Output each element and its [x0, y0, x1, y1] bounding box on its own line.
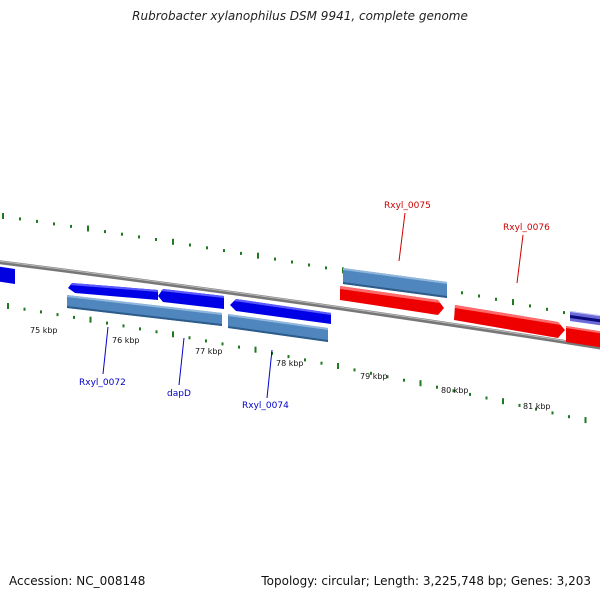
lower-track-major-tick	[419, 380, 422, 387]
lower-track-minor-tick	[320, 361, 323, 365]
scale-label-81: 81 kbp	[523, 402, 551, 411]
lower-track-minor-tick	[122, 324, 125, 328]
cds-bar-rxyl-0072-dapd[interactable]	[67, 295, 222, 326]
leader-line-rxyl-0074	[266, 349, 273, 399]
upper-track-minor-tick	[274, 257, 276, 261]
lower-track-minor-tick	[106, 321, 108, 325]
gene-label-dapd[interactable]: dapD	[167, 389, 191, 399]
lower-track-major-tick	[337, 363, 339, 369]
lower-track-minor-tick	[518, 403, 521, 407]
lower-track-minor-tick	[485, 396, 488, 400]
genome-backbone-highlight	[0, 260, 600, 347]
lower-track-minor-tick	[568, 415, 570, 419]
upper-track-major-tick	[2, 213, 4, 219]
partial-gene-right-blue[interactable]	[570, 311, 600, 326]
lower-track-minor-tick	[287, 355, 290, 359]
upper-track-major-tick	[87, 225, 89, 232]
upper-track-minor-tick	[36, 219, 38, 223]
lower-track-minor-tick	[386, 375, 389, 379]
lower-track-major-tick	[254, 346, 257, 353]
lower-track-minor-tick	[403, 378, 405, 382]
lower-track-major-tick	[172, 331, 174, 338]
cds-bar-rxyl-0075[interactable]	[343, 268, 447, 298]
partial-gene-right-red[interactable]	[566, 326, 600, 348]
lower-track-minor-tick	[221, 342, 224, 346]
leader-line-rxyl-0072	[102, 326, 109, 375]
upper-track-minor-tick	[155, 238, 157, 241]
gene-arrow-rxyl-0072[interactable]	[68, 283, 158, 300]
upper-track-minor-tick	[138, 235, 140, 239]
lower-track-minor-tick	[551, 411, 554, 415]
upper-track-minor-tick	[240, 251, 242, 255]
leader-line-rxyl-0075	[398, 212, 406, 262]
inner-tick-track	[7, 303, 587, 424]
genome-backbone	[0, 260, 600, 350]
lower-track-minor-tick	[452, 389, 455, 393]
accession-text: Accession: NC_008148	[9, 574, 146, 588]
upper-track-minor-tick	[308, 263, 310, 267]
upper-track-minor-tick	[563, 311, 565, 315]
lower-track-minor-tick	[73, 315, 75, 319]
lower-track-minor-tick	[469, 392, 471, 396]
upper-track-minor-tick	[495, 297, 497, 301]
scale-label-80: 80 kbp	[441, 386, 469, 395]
gene-label-rxyl-0074[interactable]: Rxyl_0074	[242, 401, 289, 411]
lower-track-minor-tick	[205, 339, 207, 343]
lower-track-minor-tick	[304, 358, 306, 362]
gene-arrow-rxyl-0075[interactable]	[340, 286, 444, 315]
map-title: Rubrobacter xylanophilus DSM 9941, compl…	[132, 9, 468, 23]
lower-track-minor-tick	[353, 368, 356, 372]
lower-track-minor-tick	[40, 310, 42, 314]
gene-label-rxyl-0075[interactable]: Rxyl_0075	[384, 201, 431, 211]
lower-track-major-tick	[584, 417, 587, 424]
lower-track-minor-tick	[370, 371, 372, 375]
gene-arrow-rxyl-0076[interactable]	[454, 305, 565, 338]
lower-track-minor-tick	[23, 307, 26, 311]
leader-line-dapd	[178, 337, 185, 386]
gene-label-rxyl-0076[interactable]: Rxyl_0076	[503, 223, 550, 233]
lower-track-minor-tick	[155, 330, 158, 334]
lower-track-major-tick	[502, 398, 504, 405]
leader-line-rxyl-0076	[516, 234, 524, 284]
upper-track-minor-tick	[19, 217, 21, 221]
upper-track-major-tick	[257, 252, 259, 259]
gene-label-rxyl-0072[interactable]: Rxyl_0072	[79, 378, 126, 388]
genome-summary-text: Topology: circular; Length: 3,225,748 bp…	[261, 574, 591, 588]
upper-track-minor-tick	[189, 243, 191, 247]
upper-track-minor-tick	[291, 260, 293, 264]
lower-track-minor-tick	[188, 336, 191, 340]
lower-track-minor-tick	[535, 407, 537, 411]
upper-track-minor-tick	[206, 246, 208, 250]
lower-track-minor-tick	[139, 327, 141, 331]
lower-track-minor-tick	[56, 313, 59, 317]
upper-track-minor-tick	[104, 230, 106, 234]
upper-track-minor-tick	[325, 266, 327, 270]
lower-track-major-tick	[89, 316, 92, 323]
upper-track-major-tick	[512, 299, 514, 306]
lower-track-minor-tick	[436, 385, 438, 389]
lower-track-major-tick	[7, 303, 9, 309]
upper-track-minor-tick	[53, 222, 55, 226]
gene-arrow-rxyl-0074[interactable]	[230, 299, 331, 324]
upper-track-minor-tick	[546, 307, 548, 311]
upper-track-minor-tick	[529, 304, 531, 308]
upper-track-minor-tick	[121, 232, 123, 236]
partial-gene-left[interactable]	[0, 266, 15, 284]
upper-track-minor-tick	[461, 291, 463, 295]
upper-track-minor-tick	[478, 294, 480, 298]
scale-label-75: 75 kbp	[30, 326, 58, 335]
upper-track-minor-tick	[223, 249, 225, 253]
cds-bar-rxyl-0074[interactable]	[228, 314, 328, 342]
upper-track-minor-tick	[70, 224, 72, 228]
scale-label-77: 77 kbp	[195, 347, 223, 356]
upper-track-major-tick	[172, 238, 174, 245]
scale-label-78: 78 kbp	[276, 359, 304, 368]
lower-track-minor-tick	[238, 345, 240, 349]
scale-label-76: 76 kbp	[112, 336, 140, 345]
scale-label-79: 79 kbp	[360, 372, 388, 381]
gene-arrow-dapd[interactable]	[158, 289, 224, 309]
